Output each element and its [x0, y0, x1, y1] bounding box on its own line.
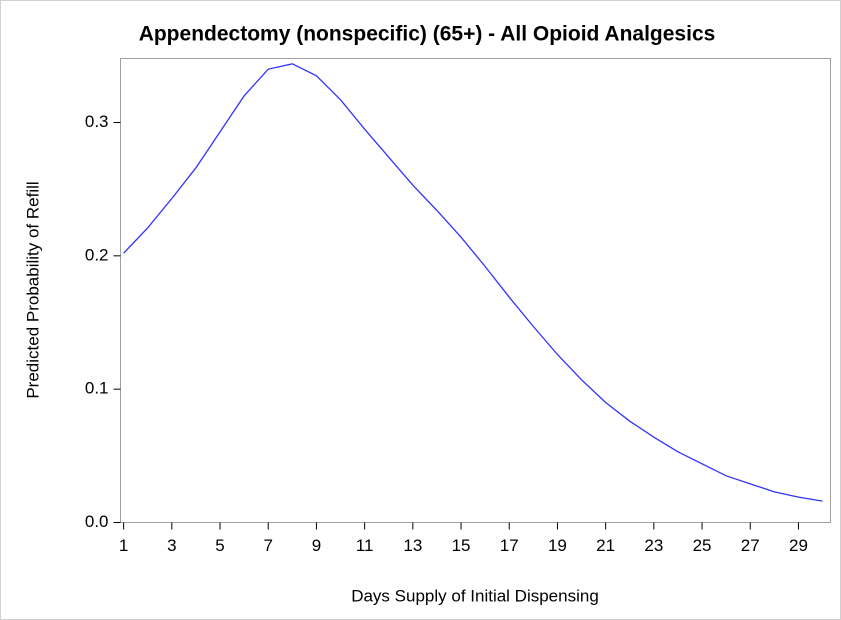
- x-tick-label: 11: [356, 536, 374, 555]
- x-tick-label: 15: [452, 536, 471, 555]
- x-tick-label: 19: [548, 536, 567, 555]
- x-tick-label: 3: [167, 536, 176, 555]
- x-tick-label: 25: [693, 536, 712, 555]
- x-tick-label: 1: [119, 536, 128, 555]
- x-tick-label: 13: [403, 536, 422, 555]
- x-tick-label: 7: [264, 536, 273, 555]
- x-tick-label: 17: [500, 536, 519, 555]
- y-tick-label: 0.1: [85, 379, 109, 398]
- y-axis-label: Predicted Probability of Refill: [23, 181, 42, 398]
- line-series: [123, 63, 823, 502]
- plot-frame: [120, 58, 831, 523]
- y-tick-label: 0.0: [85, 512, 109, 531]
- x-tick-label: 27: [741, 536, 760, 555]
- x-axis-label: Days Supply of Initial Dispensing: [351, 586, 599, 605]
- x-tick-label: 9: [312, 536, 321, 555]
- x-tick-label: 29: [789, 536, 808, 555]
- y-tick-label: 0.2: [85, 245, 109, 264]
- x-tick-label: 21: [596, 536, 615, 555]
- x-tick-label: 5: [215, 536, 224, 555]
- x-tick-label: 23: [644, 536, 663, 555]
- chart-title: Appendectomy (nonspecific) (65+) - All O…: [139, 23, 716, 46]
- y-tick-label: 0.3: [85, 112, 109, 131]
